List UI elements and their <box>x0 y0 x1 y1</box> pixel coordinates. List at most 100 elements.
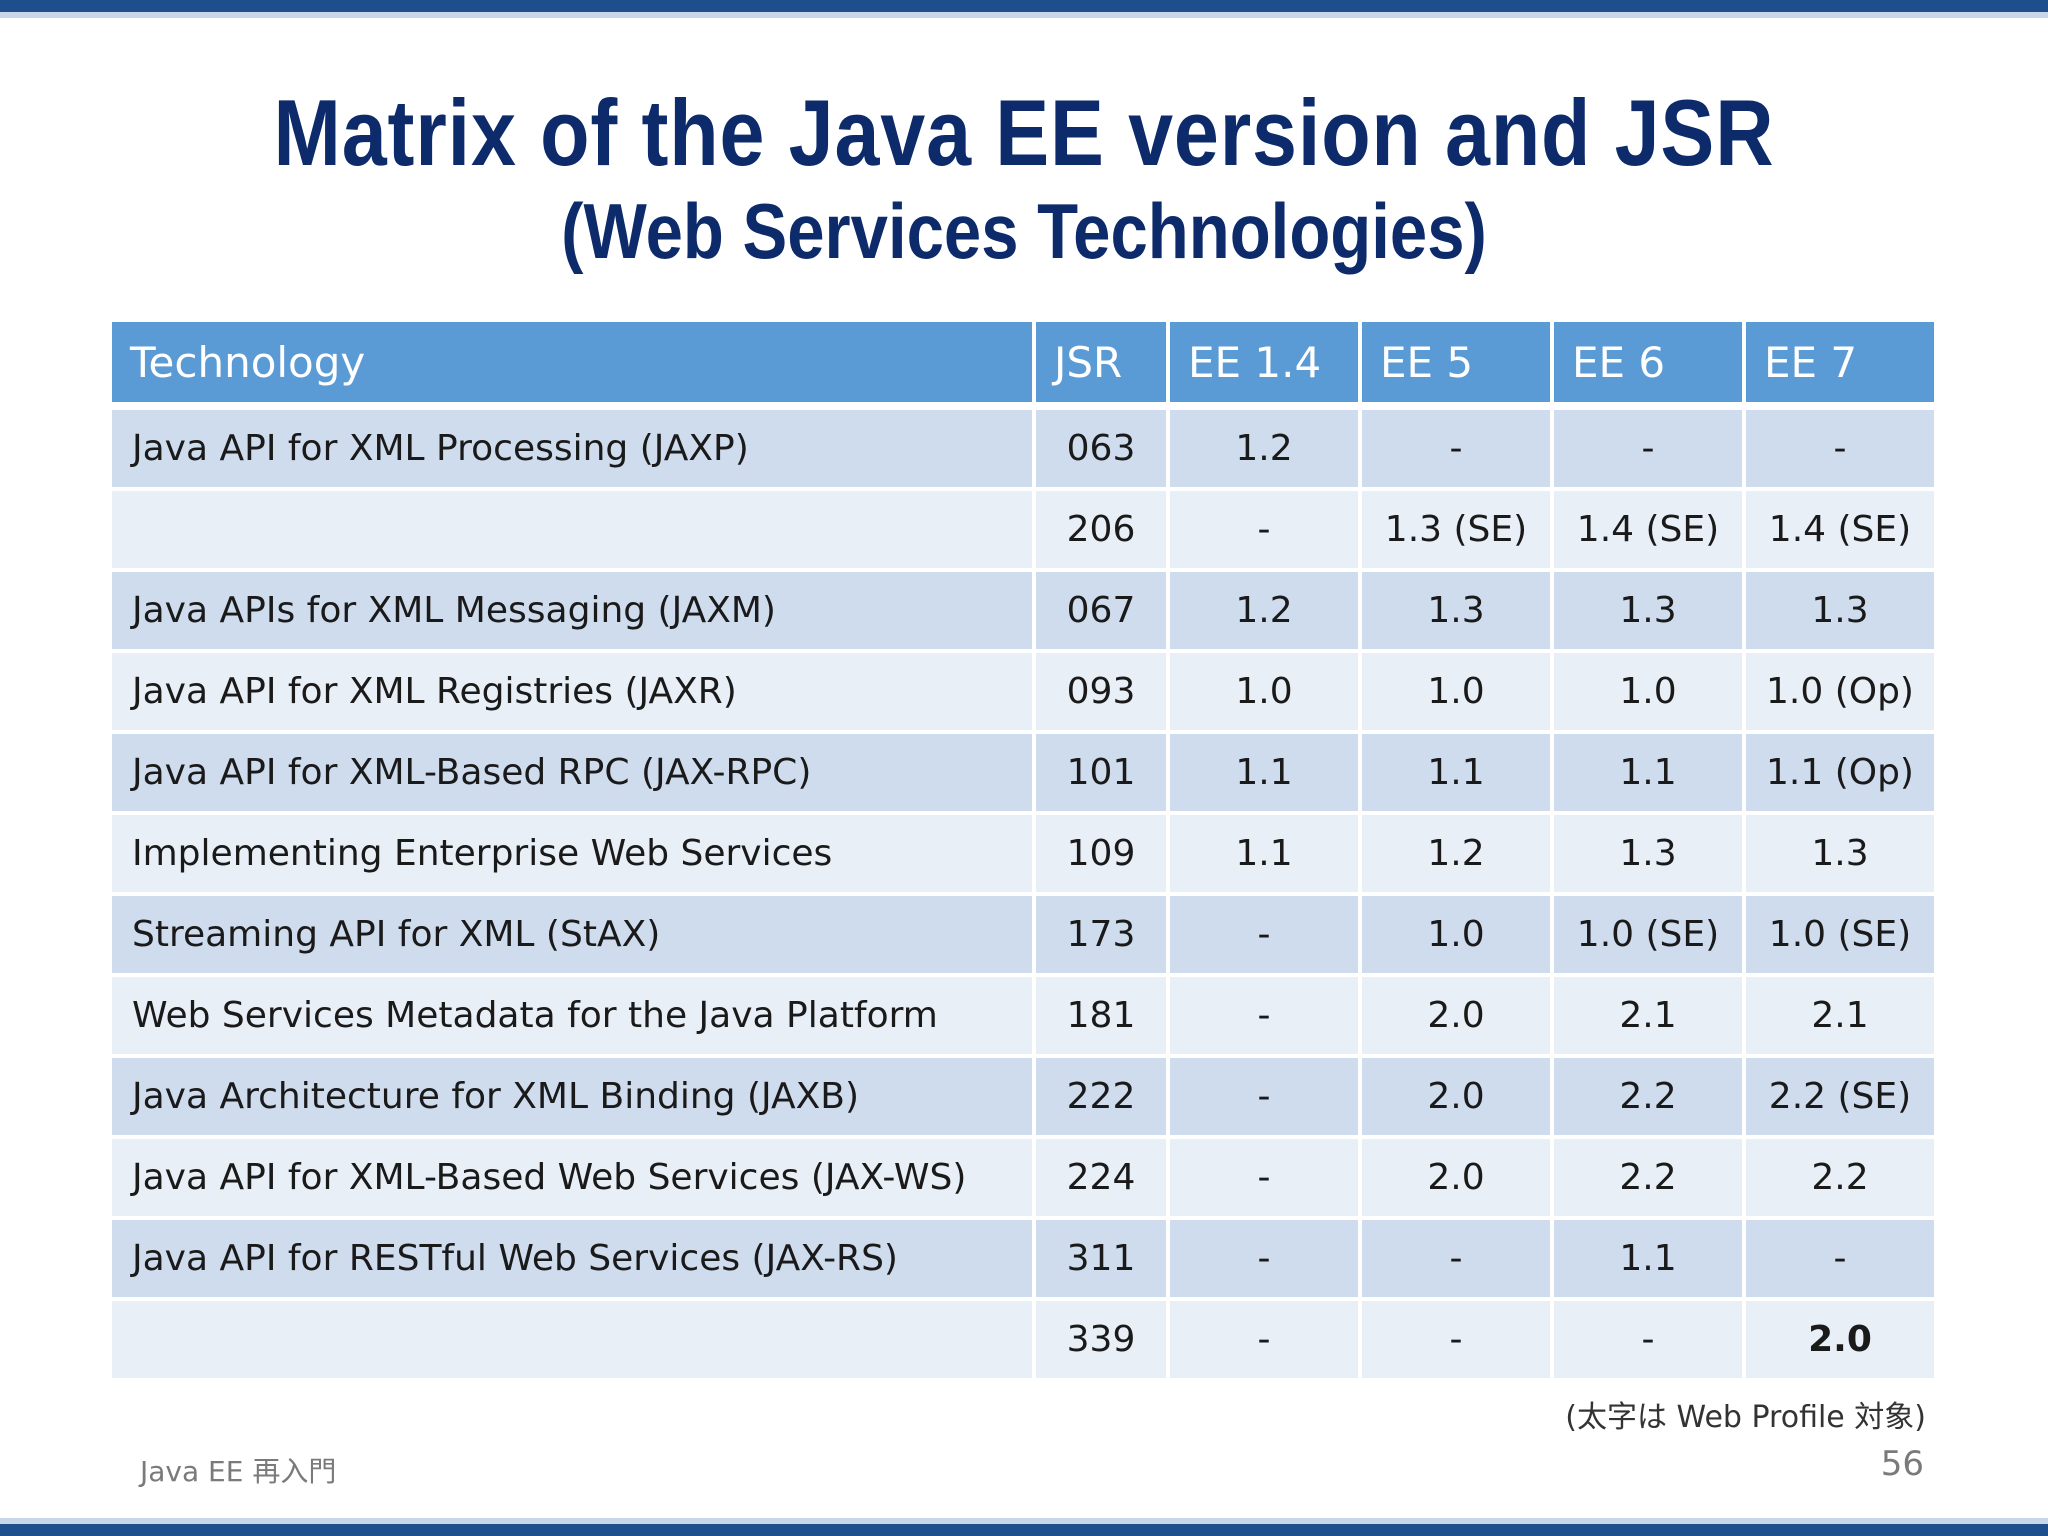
cell-ee14: - <box>1170 1139 1358 1220</box>
cell-ee5: 1.1 <box>1362 734 1550 815</box>
cell-ee6: 1.0 (SE) <box>1554 896 1742 977</box>
cell-jsr: 222 <box>1036 1058 1166 1139</box>
table-row: Java API for XML Processing (JAXP) 063 1… <box>112 410 1934 491</box>
cell-ee14: - <box>1170 896 1358 977</box>
table-header-row: Technology JSR EE 1.4 EE 5 EE 6 EE 7 <box>112 322 1934 410</box>
cell-ee6: 1.1 <box>1554 734 1742 815</box>
cell-ee14: - <box>1170 1301 1358 1382</box>
slide-subtitle: (Web Services Technologies) <box>561 187 1487 275</box>
cell-technology: Web Services Metadata for the Java Platf… <box>112 977 1032 1058</box>
cell-jsr: 063 <box>1036 410 1166 491</box>
cell-ee7: 2.2 (SE) <box>1746 1058 1934 1139</box>
cell-ee6: 1.3 <box>1554 572 1742 653</box>
cell-ee14: 1.1 <box>1170 734 1358 815</box>
header-technology: Technology <box>112 322 1032 410</box>
cell-ee14: - <box>1170 1058 1358 1139</box>
cell-ee5: - <box>1362 1301 1550 1382</box>
footer-title: Java EE 再入門 <box>140 1455 337 1488</box>
cell-jsr: 173 <box>1036 896 1166 977</box>
cell-ee5: 2.0 <box>1362 1058 1550 1139</box>
cell-ee5: 1.3 <box>1362 572 1550 653</box>
web-profile-note: (太字は Web Profile 対象) <box>1565 1400 1926 1435</box>
cell-ee7: - <box>1746 410 1934 491</box>
cell-technology <box>112 491 1032 572</box>
cell-ee5: 2.0 <box>1362 977 1550 1058</box>
cell-technology: Java Architecture for XML Binding (JAXB) <box>112 1058 1032 1139</box>
cell-ee14: - <box>1170 977 1358 1058</box>
cell-jsr: 339 <box>1036 1301 1166 1382</box>
cell-technology: Implementing Enterprise Web Services <box>112 815 1032 896</box>
header-ee7: EE 7 <box>1746 322 1934 410</box>
table-row: Java API for XML Registries (JAXR) 093 1… <box>112 653 1934 734</box>
header-jsr: JSR <box>1036 322 1166 410</box>
header-ee6: EE 6 <box>1554 322 1742 410</box>
cell-ee7: 1.4 (SE) <box>1746 491 1934 572</box>
cell-ee6: 1.1 <box>1554 1220 1742 1301</box>
cell-ee6: 1.4 (SE) <box>1554 491 1742 572</box>
cell-jsr: 206 <box>1036 491 1166 572</box>
table-row: Implementing Enterprise Web Services 109… <box>112 815 1934 896</box>
cell-ee5: 2.0 <box>1362 1139 1550 1220</box>
version-matrix-table: Technology JSR EE 1.4 EE 5 EE 6 EE 7 Jav… <box>108 322 1938 1382</box>
table-row: Java API for XML-Based Web Services (JAX… <box>112 1139 1934 1220</box>
cell-ee14: - <box>1170 491 1358 572</box>
cell-ee7: 1.0 (SE) <box>1746 896 1934 977</box>
cell-ee5: 1.0 <box>1362 896 1550 977</box>
cell-ee7: 1.1 (Op) <box>1746 734 1934 815</box>
cell-technology: Java API for RESTful Web Services (JAX-R… <box>112 1220 1032 1301</box>
cell-ee5: - <box>1362 1220 1550 1301</box>
cell-ee5: 1.2 <box>1362 815 1550 896</box>
cell-technology <box>112 1301 1032 1382</box>
cell-ee7: 1.3 <box>1746 815 1934 896</box>
cell-jsr: 093 <box>1036 653 1166 734</box>
header-ee5: EE 5 <box>1362 322 1550 410</box>
table-row: 339 - - - 2.0 <box>112 1301 1934 1382</box>
cell-ee5: 1.0 <box>1362 653 1550 734</box>
slide-title: Matrix of the Java EE version and JSR <box>273 80 1775 185</box>
bottom-accent-bar <box>0 1524 2048 1536</box>
cell-ee5: 1.3 (SE) <box>1362 491 1550 572</box>
cell-ee6: 2.2 <box>1554 1058 1742 1139</box>
cell-ee5: - <box>1362 410 1550 491</box>
cell-technology: Java API for XML Registries (JAXR) <box>112 653 1032 734</box>
table-row: 206 - 1.3 (SE) 1.4 (SE) 1.4 (SE) <box>112 491 1934 572</box>
cell-technology: Streaming API for XML (StAX) <box>112 896 1032 977</box>
table-row: Streaming API for XML (StAX) 173 - 1.0 1… <box>112 896 1934 977</box>
cell-ee6: 1.3 <box>1554 815 1742 896</box>
table-row: Java Architecture for XML Binding (JAXB)… <box>112 1058 1934 1139</box>
table-row: Java API for XML-Based RPC (JAX-RPC) 101… <box>112 734 1934 815</box>
top-accent-stripe <box>0 12 2048 18</box>
cell-ee7: 2.2 <box>1746 1139 1934 1220</box>
cell-jsr: 101 <box>1036 734 1166 815</box>
cell-ee7: 2.1 <box>1746 977 1934 1058</box>
cell-ee6: 2.1 <box>1554 977 1742 1058</box>
cell-ee7: - <box>1746 1220 1934 1301</box>
cell-ee6: - <box>1554 410 1742 491</box>
cell-technology: Java APIs for XML Messaging (JAXM) <box>112 572 1032 653</box>
cell-jsr: 181 <box>1036 977 1166 1058</box>
cell-technology: Java API for XML-Based Web Services (JAX… <box>112 1139 1032 1220</box>
cell-ee6: - <box>1554 1301 1742 1382</box>
table-row: Java API for RESTful Web Services (JAX-R… <box>112 1220 1934 1301</box>
header-ee14: EE 1.4 <box>1170 322 1358 410</box>
top-accent-bar <box>0 0 2048 12</box>
cell-ee7: 1.0 (Op) <box>1746 653 1934 734</box>
bottom-accent-stripe <box>0 1518 2048 1524</box>
table-row: Web Services Metadata for the Java Platf… <box>112 977 1934 1058</box>
cell-technology: Java API for XML Processing (JAXP) <box>112 410 1032 491</box>
cell-ee7-web-profile: 2.0 <box>1746 1301 1934 1382</box>
cell-jsr: 067 <box>1036 572 1166 653</box>
cell-ee7: 1.3 <box>1746 572 1934 653</box>
cell-ee14: 1.2 <box>1170 410 1358 491</box>
cell-ee6: 1.0 <box>1554 653 1742 734</box>
cell-jsr: 224 <box>1036 1139 1166 1220</box>
table-row: Java APIs for XML Messaging (JAXM) 067 1… <box>112 572 1934 653</box>
cell-jsr: 311 <box>1036 1220 1166 1301</box>
cell-technology: Java API for XML-Based RPC (JAX-RPC) <box>112 734 1032 815</box>
cell-jsr: 109 <box>1036 815 1166 896</box>
cell-ee14: 1.1 <box>1170 815 1358 896</box>
cell-ee14: 1.2 <box>1170 572 1358 653</box>
page-number: 56 <box>1880 1444 1924 1484</box>
cell-ee14: - <box>1170 1220 1358 1301</box>
cell-ee14: 1.0 <box>1170 653 1358 734</box>
